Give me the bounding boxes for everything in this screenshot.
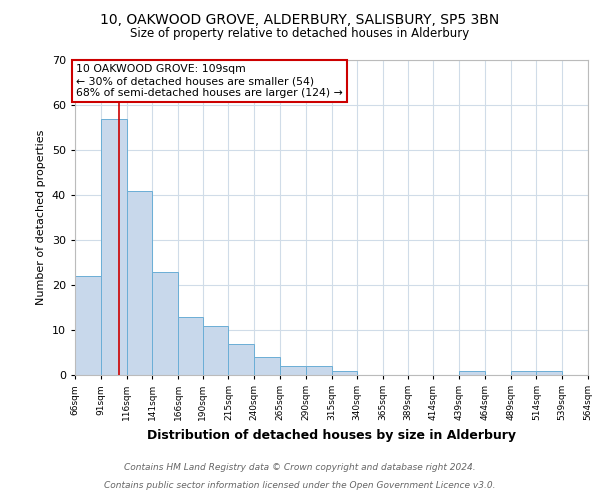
Text: 10 OAKWOOD GROVE: 109sqm
← 30% of detached houses are smaller (54)
68% of semi-d: 10 OAKWOOD GROVE: 109sqm ← 30% of detach… — [76, 64, 343, 98]
Bar — [203, 326, 229, 375]
Bar — [280, 366, 306, 375]
Bar — [101, 118, 127, 375]
Bar — [152, 272, 178, 375]
Bar — [127, 190, 152, 375]
Text: 10, OAKWOOD GROVE, ALDERBURY, SALISBURY, SP5 3BN: 10, OAKWOOD GROVE, ALDERBURY, SALISBURY,… — [100, 12, 500, 26]
Bar — [75, 276, 101, 375]
Bar — [178, 316, 203, 375]
Bar — [254, 357, 280, 375]
Text: Contains public sector information licensed under the Open Government Licence v3: Contains public sector information licen… — [104, 481, 496, 490]
Bar — [536, 370, 562, 375]
Bar — [459, 370, 485, 375]
Y-axis label: Number of detached properties: Number of detached properties — [36, 130, 46, 305]
X-axis label: Distribution of detached houses by size in Alderbury: Distribution of detached houses by size … — [147, 428, 516, 442]
Text: Size of property relative to detached houses in Alderbury: Size of property relative to detached ho… — [130, 28, 470, 40]
Bar — [511, 370, 536, 375]
Bar — [229, 344, 254, 375]
Bar — [331, 370, 357, 375]
Text: Contains HM Land Registry data © Crown copyright and database right 2024.: Contains HM Land Registry data © Crown c… — [124, 464, 476, 472]
Bar — [306, 366, 331, 375]
